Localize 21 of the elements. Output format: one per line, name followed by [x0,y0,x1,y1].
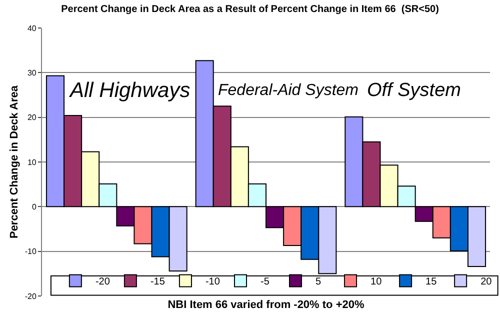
legend-label: 20 [480,276,492,288]
legend-label: -20 [95,276,110,288]
x-axis-title: NBI Item 66 varied from -20% to +20% [168,299,364,312]
legend-label: 15 [426,276,438,288]
y-tick-label: -10 [24,247,37,256]
y-axis-title: Percent Change in Deck Area [8,84,20,239]
chart-title: Percent Change in Deck Area as a Result of Percent Change in Item 66 (SR<50) [61,4,439,15]
y-tick-label: 20 [27,113,37,122]
annotation: All Highways [68,79,191,102]
legend-label: -10 [205,276,220,288]
annotation: Off System [367,80,461,101]
y-tick-label: 40 [27,24,37,33]
legend-label: -15 [150,276,166,288]
legend-label: 5 [316,276,322,288]
annotation: Federal-Aid System [218,82,358,99]
y-tick-label: 0 [32,202,37,212]
y-tick-label: 10 [27,158,37,167]
y-tick-label: -20 [24,292,37,301]
y-tick-label: 30 [27,68,37,78]
legend-label: 10 [370,276,382,288]
legend-label: -5 [260,276,270,288]
